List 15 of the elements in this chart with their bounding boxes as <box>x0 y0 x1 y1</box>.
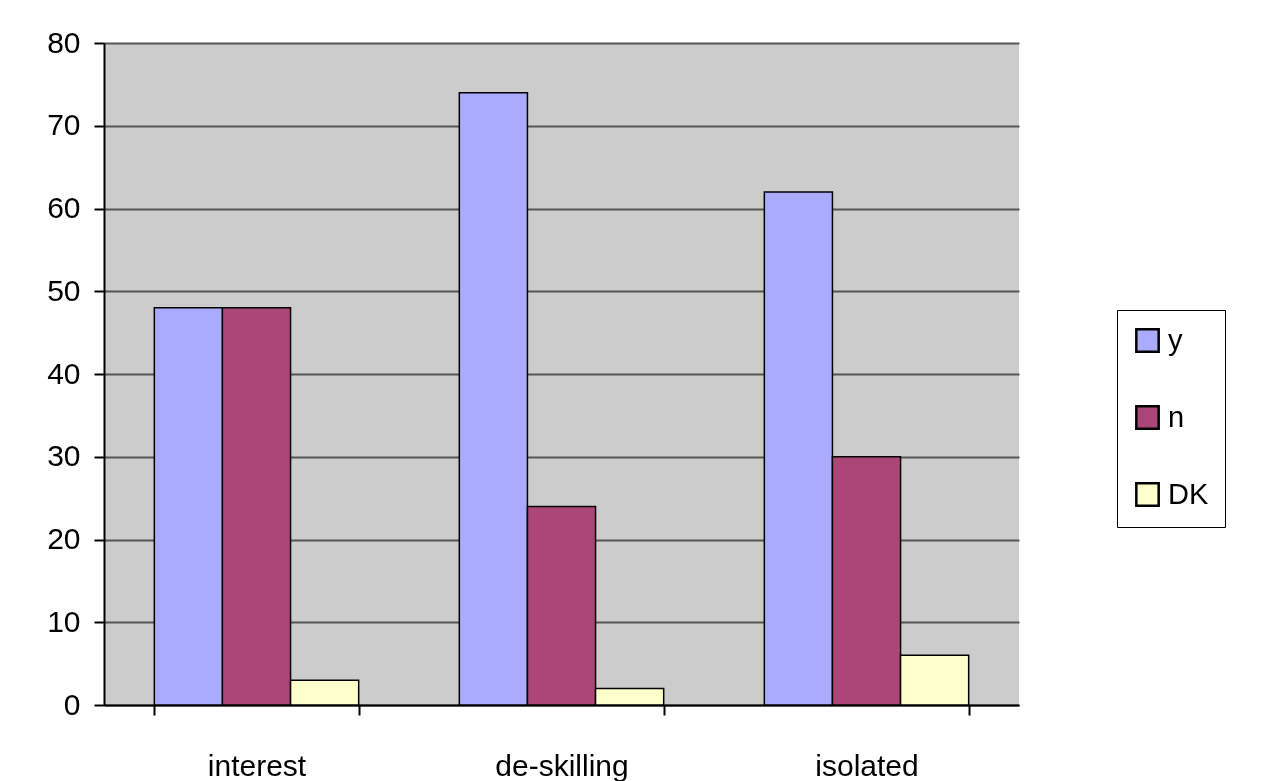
y-tick-label: 60 <box>47 191 81 224</box>
legend-label: DK <box>1168 477 1209 510</box>
legend-label: n <box>1168 400 1185 433</box>
y-tick-label: 20 <box>47 522 81 555</box>
x-tick-label: de-skilling <box>495 748 629 781</box>
y-tick-label: 10 <box>47 604 81 638</box>
legend-label: y <box>1168 323 1183 356</box>
x-tick-label: interest <box>207 748 307 781</box>
y-tick-label: 80 <box>47 25 81 59</box>
y-tick-label: 30 <box>47 439 81 473</box>
y-tick-label: 0 <box>63 687 81 721</box>
y-tick-label: 40 <box>47 356 81 390</box>
y-tick-label: 70 <box>47 108 81 142</box>
x-tick-label: isolated <box>815 748 919 781</box>
y-tick-label: 50 <box>47 273 81 307</box>
